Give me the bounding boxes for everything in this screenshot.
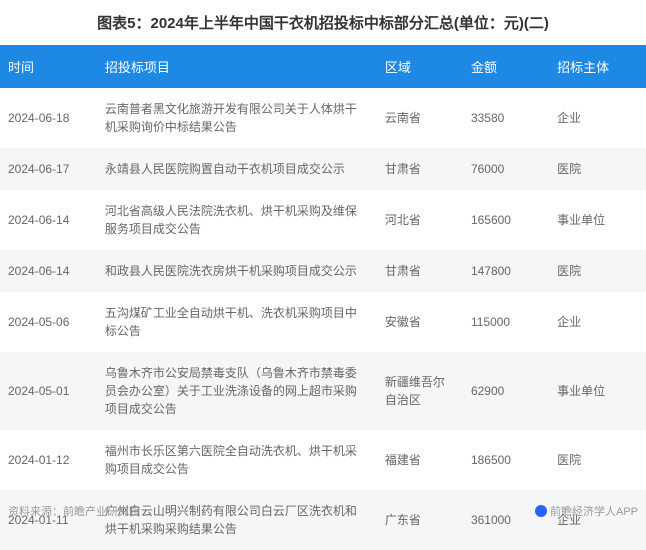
cell-amount: 147800 <box>463 250 549 292</box>
cell-entity: 企业 <box>549 88 646 148</box>
table-row: 2024-05-01乌鲁木齐市公安局禁毒支队（乌鲁木齐市禁毒委员会办公室）关于工… <box>0 352 646 430</box>
cell-project: 和政县人民医院洗衣房烘干机采购项目成交公示 <box>97 250 377 292</box>
col-header-entity: 招标主体 <box>549 45 646 88</box>
table-row: 2024-06-14河北省高级人民法院洗衣机、烘干机采购及维保服务项目成交公告河… <box>0 190 646 250</box>
cell-entity: 企业 <box>549 490 646 550</box>
cell-project: 永靖县人民医院购置自动干衣机项目成交公示 <box>97 148 377 190</box>
cell-amount: 115000 <box>463 292 549 352</box>
cell-date: 2024-05-06 <box>0 292 97 352</box>
cell-amount: 186500 <box>463 430 549 490</box>
cell-project: 乌鲁木齐市公安局禁毒支队（乌鲁木齐市禁毒委员会办公室）关于工业洗涤设备的网上超市… <box>97 352 377 430</box>
cell-region: 云南省 <box>377 88 463 148</box>
footer-brand-text: 前瞻经济学人APP <box>550 503 638 519</box>
cell-date: 2024-06-17 <box>0 148 97 190</box>
footer-brand: 前瞻经济学人APP <box>535 503 638 519</box>
cell-entity: 医院 <box>549 250 646 292</box>
cell-date: 2024-05-01 <box>0 352 97 430</box>
col-header-project: 招投标项目 <box>97 45 377 88</box>
cell-entity: 事业单位 <box>549 352 646 430</box>
table-row: 2024-06-17永靖县人民医院购置自动干衣机项目成交公示甘肃省76000医院 <box>0 148 646 190</box>
footer: 资料来源：前瞻产业研究院 前瞻经济学人APP <box>8 503 638 519</box>
col-header-amount: 金额 <box>463 45 549 88</box>
table-row: 2024-01-11广州白云山明兴制药有限公司白云厂区洗衣机和烘干机采购采购结果… <box>0 490 646 550</box>
cell-region: 广东省 <box>377 490 463 550</box>
cell-date: 2024-01-12 <box>0 430 97 490</box>
cell-entity: 事业单位 <box>549 190 646 250</box>
col-header-date: 时间 <box>0 45 97 88</box>
cell-region: 甘肃省 <box>377 250 463 292</box>
col-header-region: 区域 <box>377 45 463 88</box>
cell-region: 甘肃省 <box>377 148 463 190</box>
cell-region: 安徽省 <box>377 292 463 352</box>
cell-amount: 62900 <box>463 352 549 430</box>
cell-project: 广州白云山明兴制药有限公司白云厂区洗衣机和烘干机采购采购结果公告 <box>97 490 377 550</box>
table-row: 2024-01-12福州市长乐区第六医院全自动洗衣机、烘干机采购项目成交公告福建… <box>0 430 646 490</box>
table-row: 2024-06-18云南普者黑文化旅游开发有限公司关于人体烘干机采购询价中标结果… <box>0 88 646 148</box>
cell-project: 云南普者黑文化旅游开发有限公司关于人体烘干机采购询价中标结果公告 <box>97 88 377 148</box>
cell-project: 福州市长乐区第六医院全自动洗衣机、烘干机采购项目成交公告 <box>97 430 377 490</box>
cell-entity: 企业 <box>549 292 646 352</box>
footer-source: 资料来源：前瞻产业研究院 <box>8 503 140 519</box>
cell-date: 2024-01-11 <box>0 490 97 550</box>
chart-title: 图表5：2024年上半年中国干衣机招投标中标部分汇总(单位：元)(二) <box>0 0 646 45</box>
cell-region: 新疆维吾尔自治区 <box>377 352 463 430</box>
cell-date: 2024-06-14 <box>0 250 97 292</box>
cell-amount: 33580 <box>463 88 549 148</box>
cell-project: 五沟煤矿工业全自动烘干机、洗衣机采购项目中标公告 <box>97 292 377 352</box>
tender-table: 时间 招投标项目 区域 金额 招标主体 2024-06-18云南普者黑文化旅游开… <box>0 45 646 550</box>
cell-region: 福建省 <box>377 430 463 490</box>
cell-entity: 医院 <box>549 148 646 190</box>
cell-amount: 76000 <box>463 148 549 190</box>
cell-amount: 165600 <box>463 190 549 250</box>
cell-amount: 361000 <box>463 490 549 550</box>
cell-project: 河北省高级人民法院洗衣机、烘干机采购及维保服务项目成交公告 <box>97 190 377 250</box>
table-row: 2024-05-06五沟煤矿工业全自动烘干机、洗衣机采购项目中标公告安徽省115… <box>0 292 646 352</box>
table-header-row: 时间 招投标项目 区域 金额 招标主体 <box>0 45 646 88</box>
table-row: 2024-06-14和政县人民医院洗衣房烘干机采购项目成交公示甘肃省147800… <box>0 250 646 292</box>
cell-entity: 医院 <box>549 430 646 490</box>
cell-region: 河北省 <box>377 190 463 250</box>
cell-date: 2024-06-18 <box>0 88 97 148</box>
cell-date: 2024-06-14 <box>0 190 97 250</box>
logo-icon <box>535 505 547 517</box>
